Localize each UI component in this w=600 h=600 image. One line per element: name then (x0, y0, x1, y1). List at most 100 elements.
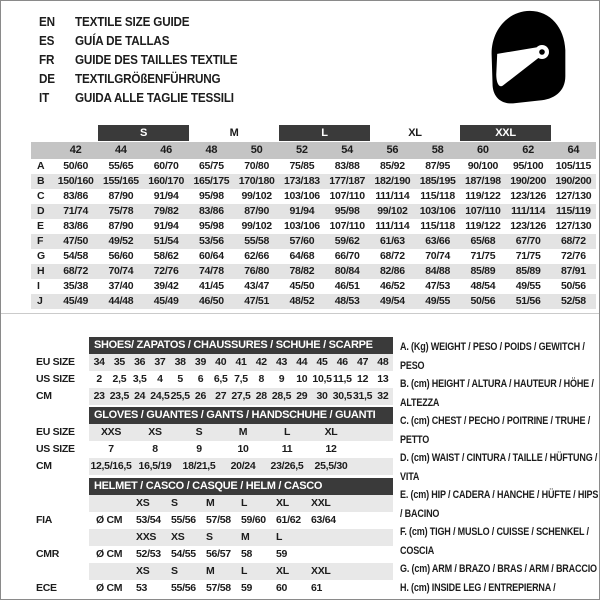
helmet-size-label: L (241, 495, 276, 512)
helmet-size-label: XXS (136, 529, 171, 546)
size-cell: 27 (210, 388, 231, 405)
title-spacer (36, 337, 89, 354)
helmet-size-cell: 59 (241, 582, 253, 594)
filler-cell (346, 495, 393, 512)
measurement-cell: 71/75 (515, 250, 541, 262)
measurement-cell: 67/70 (515, 235, 541, 247)
measurement-cell: 103/106 (419, 205, 456, 217)
measurement-cell: 123/126 (510, 220, 547, 232)
measurement-row: F 47/50 49/52 51/54 53/56 55/58 57/60 59/62 61/6… (31, 234, 596, 249)
column-header: 58 (431, 144, 444, 156)
size-cell: 6,5 (213, 373, 228, 385)
measurement-cell: 66/70 (334, 250, 360, 262)
measurement-cell: 111/114 (375, 190, 410, 202)
measurement-cell: 82/86 (379, 265, 405, 277)
measurement-cell: 91/94 (153, 190, 179, 202)
measurement-cell: 49/52 (108, 235, 134, 247)
measurement-cell: 103/106 (283, 190, 320, 202)
unit-label: Ø CM (96, 514, 123, 526)
measurement-cell: 51/56 (515, 295, 541, 307)
row-label: FIA (36, 514, 53, 526)
size-cell: 8 (152, 443, 158, 455)
helmet-value-row: CMR Ø CM 52/53 54/55 56/57 58 59 (36, 546, 393, 563)
size-cell: 26 (190, 388, 211, 405)
legend-item: G. (cm) ARM / BRAZO / BRAS / ARM / BRACC… (400, 563, 597, 575)
helmet-size-label-row: XXS XS S M L (36, 529, 393, 546)
size-cell: 12,5/16,5 (89, 458, 133, 475)
measurement-cell: 71/74 (63, 205, 89, 217)
measurement-cell: 50/56 (560, 280, 586, 292)
size-cell: 10 (237, 443, 249, 455)
measurement-cell: 49/54 (379, 295, 405, 307)
size-row: EU SIZE XXS XS S M L XL (36, 424, 393, 441)
measurement-row: A 50/60 55/65 60/70 65/75 70/80 75/85 83/88 85/9… (31, 159, 596, 174)
size-group-xl: XL (408, 127, 422, 139)
measurement-cell: 115/119 (556, 205, 591, 217)
helmet-size-label: XL (276, 563, 311, 580)
measurement-row: B 150/160 155/165 160/170 165/175 170/180 173/… (31, 174, 596, 189)
filler-cell (353, 458, 393, 475)
legend-item: D. (cm) WAIST / CINTURA / TAILLE / HÜFTU… (400, 452, 598, 483)
measurement-cell: 173/183 (283, 175, 320, 187)
measurement-cell: 160/170 (148, 175, 185, 187)
helmet-size-cell: 61/62 (276, 514, 301, 526)
measurement-cell: 46/52 (379, 280, 405, 292)
row-label: F (37, 235, 44, 247)
measurement-cell: 99/102 (241, 220, 272, 232)
measurement-cell: 155/165 (102, 175, 139, 187)
measurement-cell: 68/72 (379, 250, 405, 262)
measurement-cell: 70/74 (425, 250, 451, 262)
size-cell: 28 (251, 388, 272, 405)
size-cell: 44 (291, 354, 312, 371)
size-group-xxl: XXL (460, 125, 551, 141)
size-cell: 23,5 (109, 388, 130, 405)
shoes-size-table: SHOES/ ZAPATOS / CHAUSSURES / SCHUHE / S… (36, 337, 393, 405)
table-title: HELMET / CASCO / CASQUE / HELM / CASCO (89, 478, 393, 495)
measurement-cell: 119/122 (465, 220, 501, 232)
size-cell: 10,5 (312, 373, 332, 385)
measurement-row: H 68/72 70/74 72/76 74/78 76/80 78/82 80/84 82/8… (31, 264, 596, 279)
table-title-row: GLOVES / GUANTES / GANTS / HANDSCHUHE / … (36, 407, 393, 424)
size-cell: 20/24 (221, 458, 265, 475)
measurement-cell: 107/110 (329, 190, 365, 202)
size-cell: 3,5 (132, 373, 147, 385)
measurement-cell: 85/92 (379, 160, 405, 172)
measurement-cell: 107/110 (465, 205, 501, 217)
measurement-cell: 85/89 (515, 265, 541, 277)
row-label: G (37, 250, 45, 262)
size-cell: XS (133, 424, 177, 441)
size-cell: 25,5/30 (309, 458, 353, 475)
measurement-cell: 115/118 (420, 190, 455, 202)
row-label (36, 495, 89, 512)
measurement-cell: 190/200 (510, 175, 547, 187)
size-row: EU SIZE 34 35 36 37 38 39 40 41 42 43 44 45 46 47 48 (36, 354, 393, 371)
helmet-size-label: XS (171, 529, 206, 546)
size-row: CM 23 23,5 24 24,5 25,5 26 27 27,5 28 28,5 29 30 30,5… (36, 388, 393, 405)
measurement-cell: 57/60 (289, 235, 315, 247)
language-code: EN (39, 14, 55, 29)
row-label: ECE (36, 582, 57, 594)
helmet-size-label: S (171, 495, 206, 512)
row-label: EU SIZE (36, 356, 75, 368)
helmet-size-cell: 52/53 (136, 548, 161, 560)
column-header: 64 (567, 144, 580, 156)
measurement-cell: 123/126 (510, 190, 547, 202)
size-cell: 39 (190, 354, 211, 371)
measurement-cell: 127/130 (555, 220, 592, 232)
filler-cell (311, 529, 393, 546)
size-cell: 5 (177, 373, 183, 385)
unit-label: Ø CM (96, 548, 123, 560)
measurement-cell: 91/94 (289, 205, 315, 217)
column-header: 48 (205, 144, 218, 156)
size-row: CM 12,5/16,5 16,5/19 18/21,5 20/24 23/26,5 25,… (36, 458, 393, 475)
measurement-cell: 48/53 (334, 295, 360, 307)
table-title: GLOVES / GUANTES / GANTS / HANDSCHUHE / … (89, 407, 393, 424)
size-cell: 38 (170, 354, 191, 371)
helmet-size-cell: 53/54 (136, 514, 161, 526)
legend-item: F. (cm) TIGH / MUSLO / CUISSE / SCHENKEL… (400, 526, 589, 557)
size-cell: 18/21,5 (177, 458, 221, 475)
measurement-cell: 47/50 (63, 235, 89, 247)
helmet-size-cell: 61 (311, 582, 323, 594)
helmet-size-label: L (241, 563, 276, 580)
helmet-size-cell: 57/58 (206, 514, 231, 526)
